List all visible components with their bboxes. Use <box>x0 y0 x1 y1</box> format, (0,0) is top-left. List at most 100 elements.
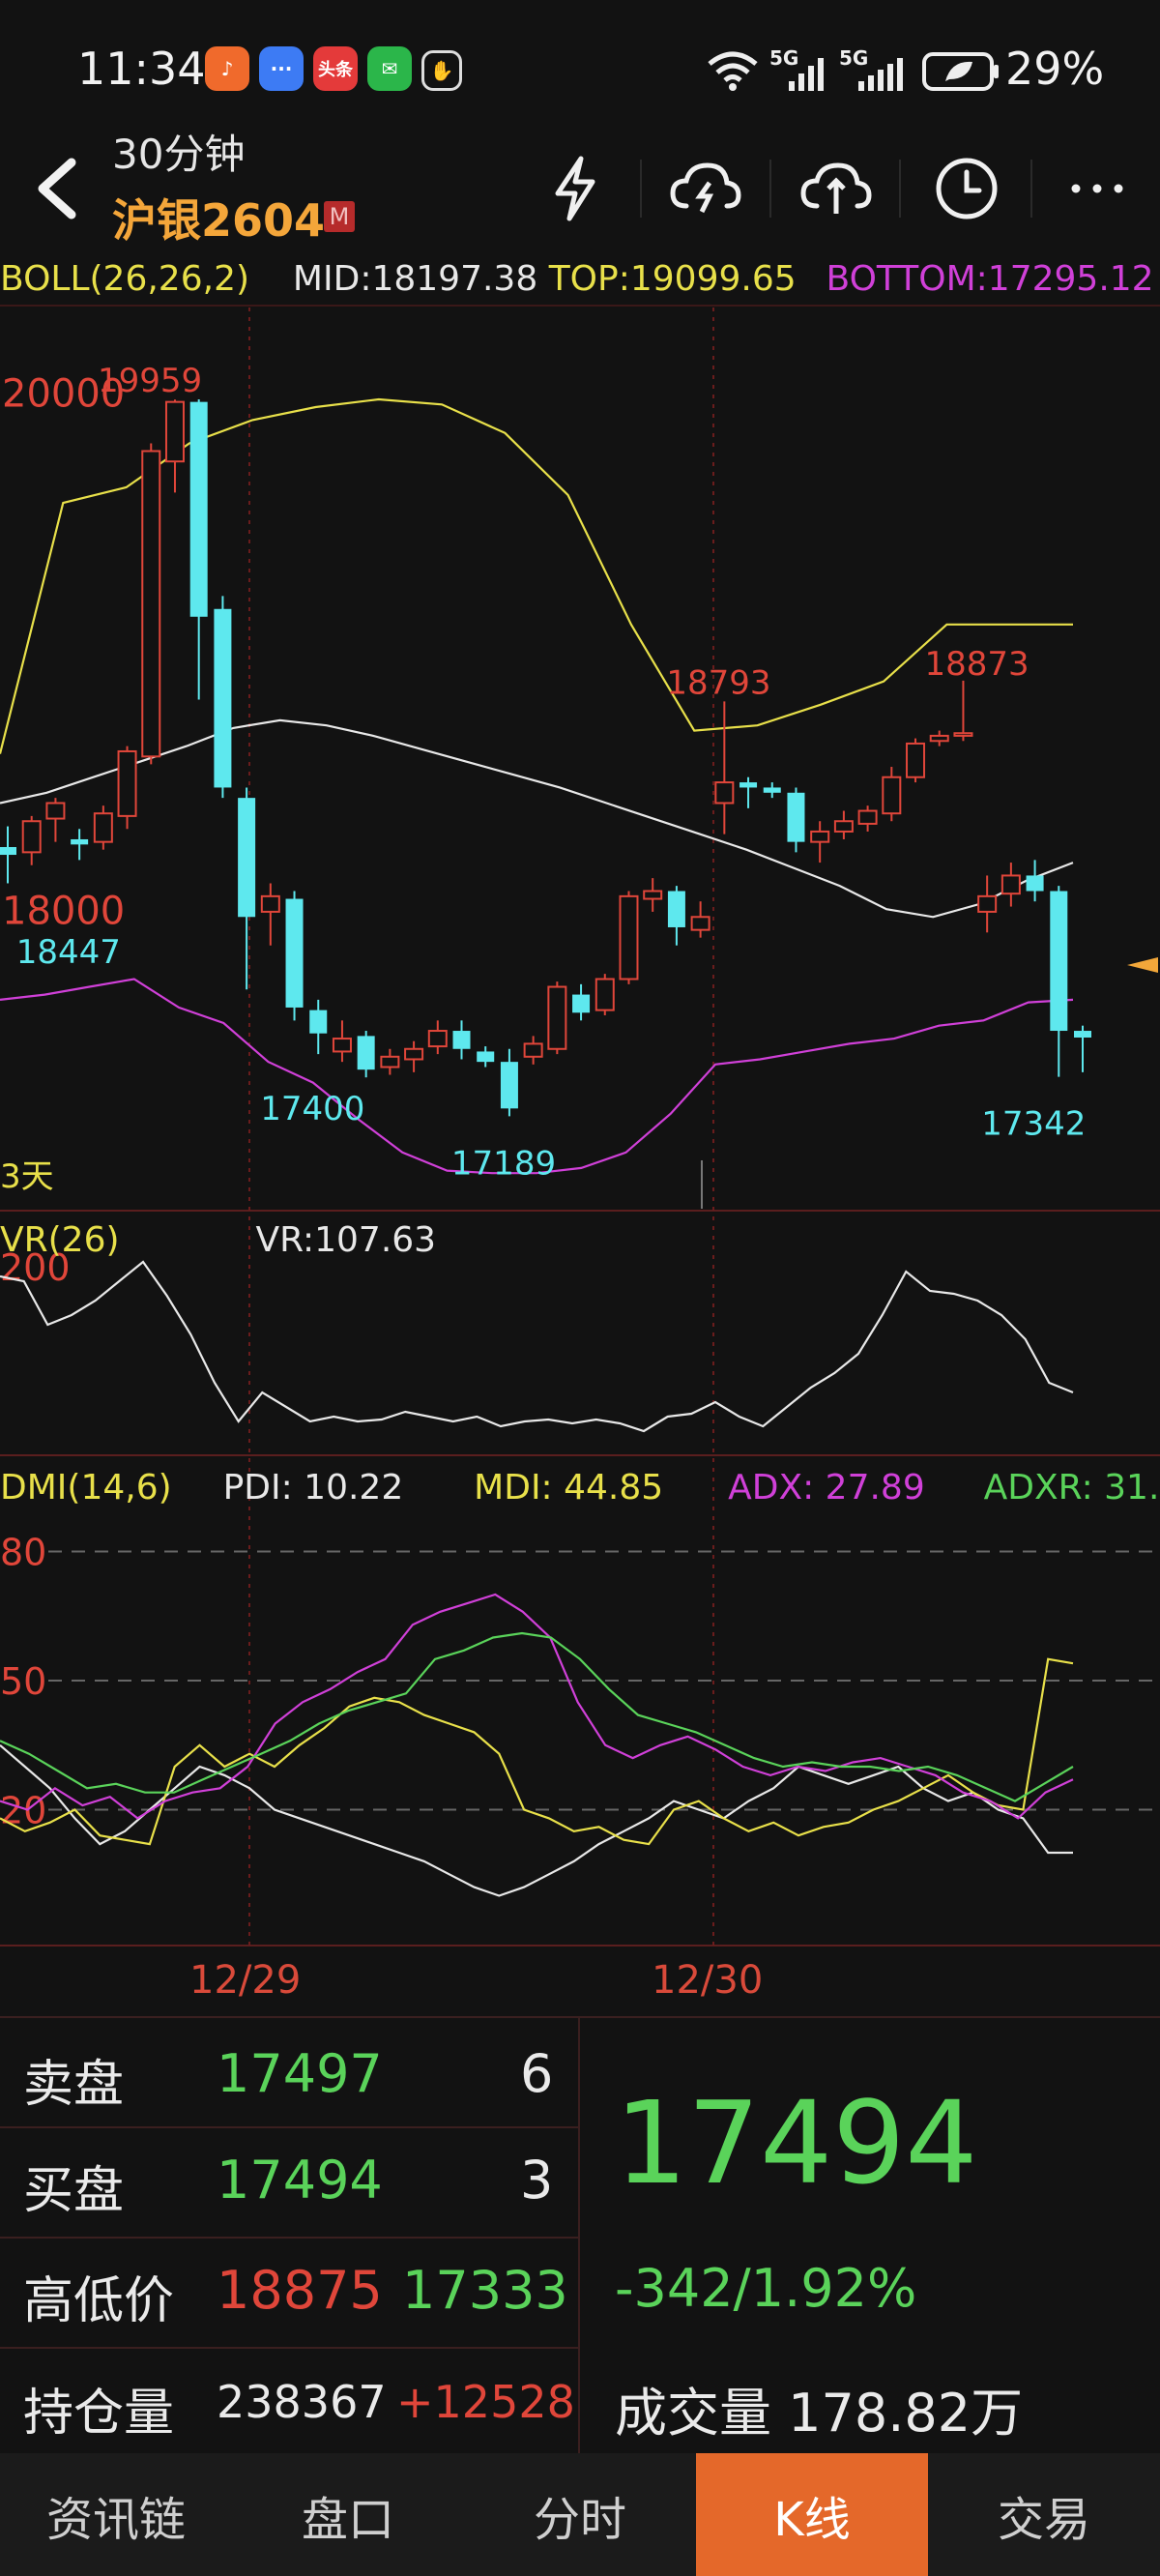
cloud-upload-icon <box>800 162 872 214</box>
divider <box>1030 160 1032 218</box>
price-annotation: 17342 <box>981 1105 1086 1144</box>
candle-body <box>906 742 926 778</box>
price-annotation: 18447 <box>16 933 121 972</box>
high-price: 18875 <box>217 2260 383 2321</box>
more-button[interactable] <box>1044 140 1150 237</box>
candle-body <box>810 830 830 843</box>
market-badge: M <box>324 201 355 232</box>
candle-body <box>93 812 113 843</box>
battery-level: 29% <box>1005 43 1105 95</box>
wechat-icon: ✉ <box>367 46 412 91</box>
vr-legend: VR(26) VR:107.63 <box>0 1220 1160 1260</box>
dmi-mdi: MDI: 44.85 <box>474 1468 664 1508</box>
candle-body <box>0 847 16 856</box>
candle-body <box>740 782 758 788</box>
price-change: -342/1.92% <box>615 2258 917 2319</box>
signal-1: 5G <box>769 46 827 93</box>
vr-value: VR:107.63 <box>255 1220 437 1260</box>
vr-line <box>0 1260 1074 1433</box>
open-interest-row: 持仓量 238367 +12528 <box>0 2349 578 2455</box>
buy-row: 买盘 17494 3 <box>0 2128 578 2239</box>
vr-name: VR(26) <box>0 1220 120 1260</box>
dmi-pdi: PDI: 10.22 <box>222 1468 404 1508</box>
boll-top: TOP:19099.65 <box>548 259 797 299</box>
candle-body <box>547 985 567 1050</box>
candle-body <box>260 894 280 913</box>
dmi-axis-label: 50 <box>0 1660 46 1703</box>
candle-body <box>643 890 663 900</box>
price-annotation: 17189 <box>451 1145 556 1184</box>
candle-body <box>523 1042 543 1058</box>
back-button[interactable] <box>21 145 99 232</box>
volume-label: 成交量 <box>615 2383 771 2444</box>
candle-body <box>141 450 161 758</box>
boll-legend: BOLL(26,26,2) MID:18197.38 TOP:19099.65 … <box>0 259 1160 304</box>
network-label: 5G <box>769 46 799 70</box>
signal-2: 5G <box>839 46 909 93</box>
date-label-2: 12/30 <box>652 1958 764 2003</box>
gesture-icon: ✋ <box>421 50 462 91</box>
candle-body <box>763 787 781 793</box>
sell-qty: 6 <box>520 2043 554 2104</box>
dmi-adx-line <box>0 1593 1074 1820</box>
dmi-adxr: ADXR: 31.14 <box>983 1468 1160 1508</box>
candle-body <box>21 820 42 854</box>
volume-value: 178.82万 <box>788 2383 1024 2444</box>
douyin-icon: ♪ <box>205 46 249 91</box>
battery-icon <box>922 52 999 91</box>
last-price: 17494 <box>615 2076 978 2210</box>
open-interest-label: 持仓量 <box>23 2385 175 2443</box>
tab-news-chain[interactable]: 资讯链 <box>45 2492 186 2547</box>
candle-body <box>71 838 89 845</box>
cloud-download-button[interactable] <box>652 140 759 237</box>
candle-body <box>164 400 185 463</box>
candle-body <box>857 809 878 825</box>
open-interest-change: +12528 <box>396 2376 575 2428</box>
candle-body <box>404 1047 424 1061</box>
quote-panel: 卖盘 17497 6 买盘 17494 3 高低价 18875 17333 持仓… <box>0 2016 1160 2455</box>
sell-label: 卖盘 <box>23 2056 125 2114</box>
candle-body <box>309 1010 328 1034</box>
buy-qty: 3 <box>520 2150 554 2210</box>
open-interest-value: 238367 <box>217 2376 387 2428</box>
cloud-download-icon <box>670 162 741 214</box>
candle-body <box>427 1030 448 1048</box>
tab-trade[interactable]: 交易 <box>997 2492 1090 2547</box>
low-price: 17333 <box>402 2260 568 2321</box>
period-label: 3天 <box>0 1157 54 1196</box>
candle-body <box>594 978 615 1011</box>
network-label: 5G <box>839 46 869 70</box>
chevron-left-icon <box>38 158 76 220</box>
boll-name: BOLL(26,26,2) <box>0 259 250 299</box>
tab-intraday[interactable]: 分时 <box>533 2492 626 2547</box>
price-annotation: 17400 <box>260 1090 364 1128</box>
history-button[interactable] <box>914 140 1020 237</box>
status-time: 11:34 <box>77 43 206 95</box>
tab-kline[interactable]: K线 <box>696 2453 928 2576</box>
flash-icon <box>555 156 595 221</box>
sell-price: 17497 <box>217 2043 383 2104</box>
y-axis-label: 20000 <box>2 371 125 416</box>
divider <box>769 160 771 218</box>
candle-body <box>667 891 685 927</box>
date-label-1: 12/29 <box>189 1958 302 2003</box>
buy-label: 买盘 <box>23 2162 125 2220</box>
bottom-tab-bar: 资讯链 盘口 分时 K线 交易 <box>0 2453 1160 2576</box>
clock-icon <box>936 158 998 220</box>
tab-orderbook[interactable]: 盘口 <box>301 2492 394 2547</box>
flash-button[interactable] <box>522 140 628 237</box>
cloud-upload-button[interactable] <box>783 140 889 237</box>
dmi-legend: DMI(14,6) PDI: 10.22 MDI: 44.85 ADX: 27.… <box>0 1468 1160 1508</box>
candle-body <box>500 1062 518 1109</box>
sell-row: 卖盘 17497 6 <box>0 2018 578 2128</box>
boll-mid-line <box>0 718 1074 919</box>
high-low-label: 高低价 <box>23 2272 175 2330</box>
dmi-mdi-line <box>0 1657 1074 1846</box>
candle-body <box>714 781 735 805</box>
candle-body <box>189 401 208 617</box>
candle-body <box>572 994 591 1013</box>
dmi-axis-label: 80 <box>0 1532 46 1574</box>
kline-chart[interactable]: 20000 18000 19959 18447 17400 17189 18793 18873… <box>0 0 1160 2016</box>
candle-body <box>619 894 639 981</box>
dmi-adx: ADX: 27.89 <box>728 1468 925 1508</box>
